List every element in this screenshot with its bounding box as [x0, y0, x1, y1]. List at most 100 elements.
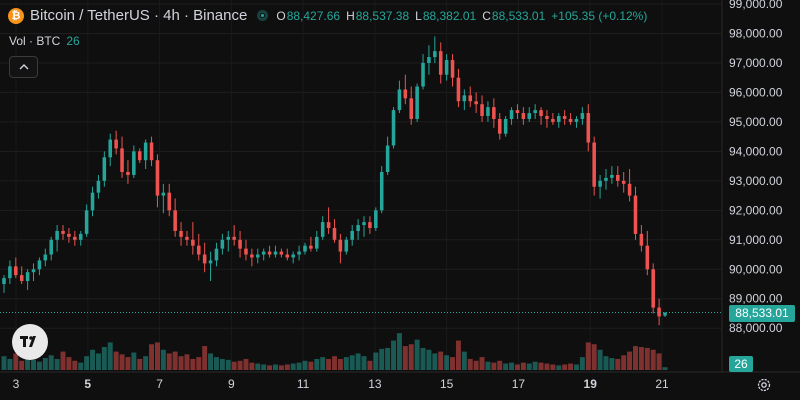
candle-body — [450, 60, 455, 78]
volume-bar — [627, 351, 633, 370]
open-value: 88,427.66 — [286, 8, 341, 23]
candle-body — [374, 210, 378, 228]
volume-bar — [615, 358, 621, 370]
volume-bar — [408, 344, 414, 370]
market-status-icon[interactable] — [257, 10, 269, 21]
candle-body — [226, 236, 231, 240]
candle-body — [562, 116, 567, 119]
volume-bar — [119, 354, 125, 370]
low-label: L — [415, 8, 422, 23]
candle-body — [574, 118, 579, 122]
volume-bar — [621, 355, 627, 370]
volume-bar — [591, 344, 597, 370]
volume-bar — [237, 360, 243, 370]
chart-grid — [0, 0, 800, 373]
volume-bar — [249, 362, 255, 370]
candle-body — [67, 233, 71, 237]
candle-body — [621, 180, 626, 184]
volume-bar — [349, 355, 355, 370]
volume-bar — [479, 357, 485, 370]
bitcoin-icon: ₿ — [8, 7, 24, 24]
candle-body — [480, 104, 484, 116]
candle-body — [409, 98, 413, 119]
candle-body — [208, 260, 213, 264]
volume-bar — [361, 356, 367, 370]
candle-body — [645, 245, 650, 270]
volume-bar — [355, 353, 361, 370]
last-volume-badge: 26 — [729, 356, 753, 372]
candle-body — [586, 113, 591, 143]
candle-body — [149, 142, 154, 161]
volume-legend[interactable]: Vol · BTC 26 — [9, 34, 80, 48]
candle-body — [521, 113, 526, 119]
candle-body — [456, 77, 461, 102]
candle-body — [545, 116, 549, 119]
price-tick-label: 92,000.00 — [729, 203, 783, 217]
volume-bar — [243, 358, 249, 370]
time-tick-label: 7 — [156, 377, 163, 391]
candle-body — [31, 269, 36, 273]
candle-body — [179, 230, 183, 237]
candle-body — [627, 183, 632, 196]
volume-bar — [84, 356, 90, 370]
collapse-legend-button[interactable] — [9, 56, 38, 78]
candle-body — [427, 57, 431, 63]
volume-bar — [603, 356, 609, 370]
candle-body — [527, 113, 532, 119]
volume-bar — [95, 353, 101, 370]
volume-bar — [420, 347, 426, 370]
candle-body — [391, 110, 396, 146]
ohlc-values: O88,427.66 H88,537.38 L88,382.01 C88,533… — [276, 9, 647, 23]
candle-body — [8, 266, 12, 279]
open-label: O — [276, 8, 286, 23]
candle-body — [403, 89, 408, 99]
candle-body — [173, 210, 177, 231]
volume-bar — [414, 339, 420, 370]
volume-bar — [438, 351, 444, 370]
gear-icon[interactable] — [756, 377, 772, 393]
candle-body — [297, 251, 301, 255]
candle-body — [338, 239, 343, 252]
volume-bar — [137, 358, 143, 370]
candle-body — [663, 312, 667, 316]
candle-body — [19, 275, 24, 282]
price-tick-label: 97,000.00 — [729, 56, 783, 70]
symbol-title[interactable]: Bitcoin / TetherUS · 4h · Binance — [30, 7, 248, 24]
change-value: +105.35 (+0.12%) — [551, 8, 648, 23]
candle-body — [639, 233, 644, 246]
volume-bar — [579, 357, 585, 370]
candle-body — [244, 248, 248, 255]
volume-bar — [231, 361, 237, 370]
candle-body — [102, 157, 107, 181]
candle-body — [350, 230, 354, 240]
candle-body — [90, 192, 95, 211]
price-tick-label: 99,000.00 — [729, 0, 783, 11]
price-tick-label: 91,000.00 — [729, 233, 783, 247]
candle-body — [232, 236, 236, 240]
volume-bar — [113, 351, 119, 370]
volume-bar — [332, 356, 337, 370]
candle-body — [73, 236, 77, 240]
tradingview-logo-icon[interactable] — [12, 324, 48, 360]
candle-body — [651, 269, 655, 308]
volume-bar — [101, 347, 107, 370]
price-tick-label: 94,000.00 — [729, 144, 783, 158]
candle-body — [368, 222, 372, 228]
volume-bar — [373, 352, 379, 370]
volume-bar — [213, 357, 219, 370]
candle-body — [238, 239, 242, 249]
volume-bar — [514, 364, 520, 370]
candle-body — [250, 254, 254, 258]
candle-body — [332, 228, 337, 240]
candle-body — [61, 230, 65, 234]
volume-bar — [219, 358, 225, 370]
volume-bar — [261, 364, 267, 370]
volume-bar — [302, 360, 308, 370]
volume-bar — [19, 360, 25, 370]
candle-body — [43, 254, 48, 261]
volume-bar — [72, 360, 78, 370]
candle-body — [556, 116, 561, 122]
volume-bar — [125, 357, 131, 370]
price-axis: 88,000.00 89,000.00 90,000.00 91,000.00 92,0… — [729, 0, 783, 335]
